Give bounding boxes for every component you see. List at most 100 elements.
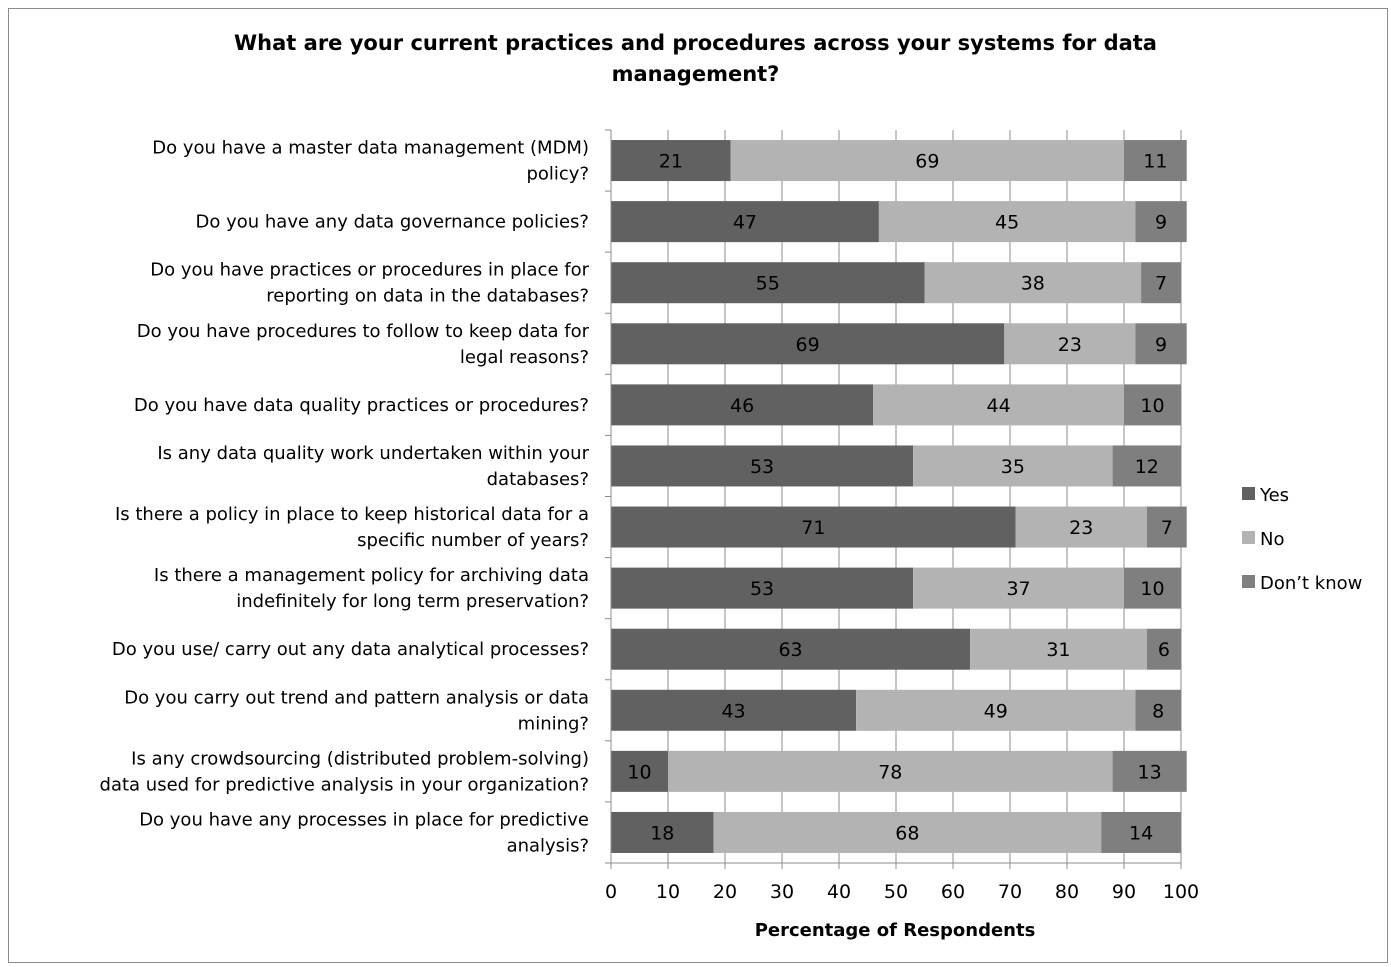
x-tick-label: 20	[713, 881, 737, 903]
data-label: 21	[659, 151, 683, 173]
legend: Yes No Don’t know	[1242, 485, 1362, 594]
category-label: Do you have any processes in place for p…	[139, 809, 589, 830]
data-label: 78	[878, 761, 902, 783]
bar-segment	[611, 811, 714, 853]
data-label: 12	[1135, 456, 1159, 478]
axes: 0 10 20 30 40 50 60 70 80 90 100 Percentage of Resp…	[605, 129, 1199, 941]
category-label: Do you have any data governance policies…	[196, 212, 590, 233]
bar-segment	[1112, 445, 1181, 487]
data-label: 10	[1140, 395, 1164, 417]
bar-segment	[873, 384, 1124, 426]
x-tick-label: 10	[656, 881, 680, 903]
data-label: 7	[1155, 273, 1167, 295]
data-label: 69	[796, 334, 820, 356]
data-label: 46	[730, 395, 754, 417]
bar-segment	[611, 384, 874, 426]
chart-title-line-1: What are your current practices and proc…	[234, 31, 1157, 55]
data-label: 7	[1161, 517, 1173, 539]
x-tick-label: 90	[1112, 881, 1136, 903]
category-labels: Do you have a master data management (MD…	[100, 138, 590, 857]
data-label: 18	[650, 822, 674, 844]
data-label: 8	[1152, 700, 1164, 722]
gridlines	[667, 130, 1182, 863]
category-label: indefinitely for long term preservation?	[236, 591, 589, 612]
data-label: 68	[895, 822, 919, 844]
bar-segment	[611, 506, 1016, 548]
data-label: 45	[995, 212, 1019, 234]
bar-segment	[668, 750, 1113, 792]
data-label: 69	[915, 151, 939, 173]
data-label: 23	[1069, 517, 1093, 539]
bar-segment	[1141, 262, 1181, 304]
data-label: 44	[987, 395, 1011, 417]
bar-segment	[611, 567, 914, 609]
data-label: 37	[1006, 578, 1030, 600]
bar-segment	[1135, 689, 1181, 731]
data-label: 55	[756, 273, 780, 295]
bar-segment	[1135, 201, 1187, 243]
x-tick-label: 80	[1055, 881, 1079, 903]
data-label: 10	[1140, 578, 1164, 600]
bar-segment	[1124, 567, 1181, 609]
data-label: 63	[778, 639, 802, 661]
data-label: 43	[721, 700, 745, 722]
category-label: analysis?	[507, 835, 589, 856]
bars: 21 69 11 47 45 9 55 38 7 69 23 9 46 44 10 53 35 12 71 23 7 53…	[611, 140, 1187, 853]
bar-segment	[611, 262, 925, 304]
category-label: Is any crowdsourcing (distributed proble…	[131, 748, 589, 769]
x-tick-label: 30	[770, 881, 794, 903]
x-tick-label: 40	[827, 881, 851, 903]
bar-segment	[611, 201, 879, 243]
category-label: reporting on data in the databases?	[266, 286, 589, 307]
x-tick-label: 70	[998, 881, 1022, 903]
bar-segment	[924, 262, 1142, 304]
bar-segment	[1004, 323, 1136, 365]
bar-segment	[970, 628, 1147, 670]
bar-segment	[856, 689, 1136, 731]
data-label: 47	[733, 212, 757, 234]
bar-segment	[611, 140, 731, 182]
bar-segment	[913, 445, 1113, 487]
chart-title: What are your current practices and proc…	[0, 28, 1391, 90]
data-label: 35	[1001, 456, 1025, 478]
bar-segment	[1112, 750, 1187, 792]
x-tick-label: 60	[941, 881, 965, 903]
data-label: 38	[1021, 273, 1045, 295]
bar-segment	[611, 750, 668, 792]
category-label: Do you have a master data management (MD…	[152, 138, 589, 159]
category-label: data used for predictive analysis in you…	[100, 774, 589, 795]
data-label: 71	[801, 517, 825, 539]
bar-segment	[1101, 811, 1181, 853]
category-label: mining?	[518, 713, 589, 734]
bar-segment	[1015, 506, 1147, 548]
chart-title-line-2: management?	[611, 62, 780, 86]
legend-label: No	[1260, 529, 1284, 550]
category-label: Do you use/ carry out any data analytica…	[112, 639, 589, 660]
category-label: legal reasons?	[460, 347, 589, 368]
x-tick-label: 0	[605, 881, 617, 903]
bar-segment	[1124, 384, 1181, 426]
bar-segment	[878, 201, 1136, 243]
bar-segment	[611, 689, 857, 731]
data-label: 10	[627, 761, 651, 783]
bar-segment	[1146, 506, 1187, 548]
bar-segment	[611, 628, 971, 670]
bar-segment	[1146, 628, 1181, 670]
category-label: databases?	[487, 469, 589, 490]
data-label: 13	[1138, 761, 1162, 783]
legend-swatch	[1242, 487, 1255, 500]
bar-segment	[611, 323, 1005, 365]
legend-label: Yes	[1259, 485, 1289, 506]
data-label: 9	[1155, 334, 1167, 356]
bar-segment	[611, 445, 914, 487]
data-label: 14	[1129, 822, 1153, 844]
category-label: specific number of years?	[357, 530, 589, 551]
category-label: Is there a management policy for archivi…	[154, 565, 589, 586]
bar-segment	[1124, 140, 1187, 182]
x-tick-label: 100	[1163, 881, 1199, 903]
legend-swatch	[1242, 531, 1255, 544]
bar-segment	[1135, 323, 1187, 365]
category-label: Do you have data quality practices or pr…	[134, 395, 589, 416]
category-label: Do you have procedures to follow to keep…	[137, 321, 590, 342]
